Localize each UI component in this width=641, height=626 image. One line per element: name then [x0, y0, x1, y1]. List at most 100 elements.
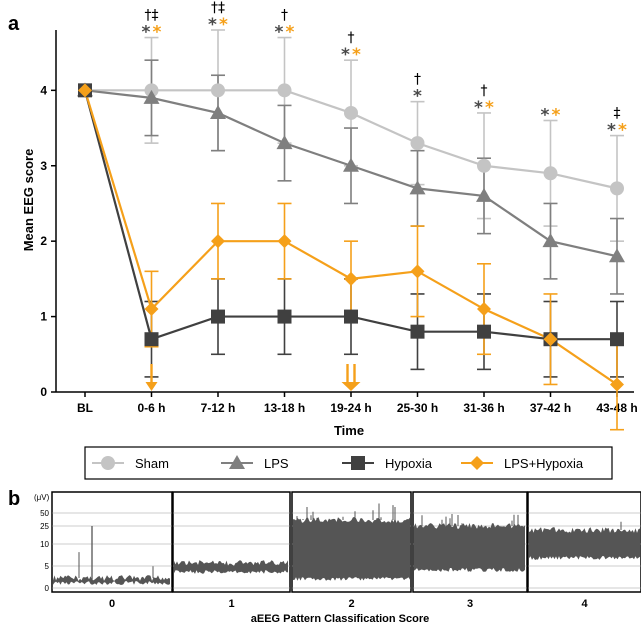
aeeg-strip-score-2: [291, 491, 412, 593]
chart-legend: Sham LPS Hypoxia LPS+Hypoxia: [84, 446, 613, 480]
aeeg-x-axis-title: aEEG Pattern Classification Score: [251, 613, 430, 625]
data-point-hypoxia: [610, 332, 624, 347]
data-point-sham: [344, 105, 358, 120]
x-tick-label: 0-6 h: [137, 401, 165, 415]
aeeg-unit-label: (μV): [34, 493, 50, 502]
panel-a-letter: a: [8, 13, 20, 35]
aeeg-strip-score-4: [527, 491, 641, 593]
data-point-lps-hypoxia: [610, 377, 624, 392]
aeeg-score-label: 4: [581, 598, 588, 610]
x-axis-title: Time: [334, 423, 364, 438]
legend-label: LPS: [264, 456, 289, 471]
x-tick-label: 31-36 h: [463, 401, 504, 415]
significance-star: *: [208, 15, 217, 35]
dagger-marker: †‡: [211, 0, 225, 16]
x-tick-label: 13-18 h: [264, 401, 305, 415]
significance-star: *: [607, 121, 616, 141]
data-point-lps-hypoxia: [477, 302, 491, 317]
aeeg-score-label: 0: [109, 598, 115, 610]
data-point-hypoxia: [410, 324, 425, 339]
aeeg-score-label: 3: [467, 598, 473, 610]
data-point-lps-hypoxia: [410, 264, 425, 279]
legend-marker-lps-hypoxia: [470, 456, 484, 470]
data-point-lps: [143, 89, 160, 104]
data-point-sham: [277, 83, 292, 98]
data-point-hypoxia: [344, 309, 358, 324]
y-axis-title: Mean EEG score: [21, 149, 36, 252]
data-point-hypoxia: [211, 309, 225, 324]
data-point-lps: [409, 180, 426, 195]
significance-star: *: [219, 15, 228, 35]
significance-star: *: [352, 45, 361, 65]
significance-star: *: [552, 106, 561, 126]
data-point-lps-hypoxia: [543, 332, 558, 347]
aeeg-y-tick-label: 0: [45, 584, 50, 593]
data-point-hypoxia: [277, 309, 292, 324]
x-tick-label: 19-24 h: [330, 401, 371, 415]
eeg-score-line-chart: 0 1 2 3 4 BL 0-6 h 7-12 h 13-18 h 19-24 h 25-30 h 3…: [21, 0, 638, 438]
aeeg-strip-frame: [172, 491, 291, 593]
significance-star: *: [618, 121, 627, 141]
dagger-marker: †‡: [145, 8, 159, 24]
dagger-marker: †: [414, 72, 421, 88]
dagger-marker: †: [481, 83, 488, 99]
y-tick-label: 4: [40, 83, 47, 97]
y-tick-label: 2: [40, 234, 47, 248]
significance-star: *: [413, 87, 422, 107]
significance-star: *: [153, 23, 162, 43]
aeeg-band: [414, 523, 525, 572]
aeeg-strip-score-1: [172, 491, 291, 593]
legend-label: Hypoxia: [385, 456, 433, 471]
aeeg-band: [293, 517, 410, 581]
dagger-marker: †: [348, 30, 355, 46]
aeeg-strip-score-3: [412, 491, 528, 593]
data-point-sham: [543, 166, 558, 181]
significance-star: *: [541, 106, 550, 126]
x-tick-label: 7-12 h: [201, 401, 236, 415]
aeeg-y-tick-label: 50: [40, 509, 49, 518]
data-point-sham: [211, 83, 225, 98]
series-markers: [77, 82, 625, 392]
data-point-lps: [276, 135, 293, 150]
aeeg-score-label: 2: [348, 598, 354, 610]
dagger-marker: ‡: [614, 106, 621, 122]
data-point-lps: [210, 104, 226, 119]
data-point-lps-hypoxia: [211, 234, 225, 249]
aeeg-band: [53, 575, 170, 585]
data-point-lps-hypoxia: [78, 83, 92, 98]
data-point-sham: [477, 158, 491, 173]
significance-star: *: [286, 23, 295, 43]
x-tick-label: BL: [77, 401, 93, 415]
data-point-lps: [476, 187, 492, 202]
aeeg-band: [529, 527, 640, 560]
significance-star: *: [142, 23, 151, 43]
treatment-arrow-head: [145, 382, 158, 391]
legend-marker-sham: [101, 456, 115, 470]
y-tick-label: 0: [40, 385, 47, 399]
treatment-arrows: [145, 364, 361, 391]
data-point-sham: [410, 136, 425, 151]
data-point-lps-hypoxia: [277, 234, 292, 249]
chart-axes: 0 1 2 3 4 BL 0-6 h 7-12 h 13-18 h 19-24 h 25-30 h 3…: [40, 30, 638, 415]
panel-b-letter: b: [8, 488, 20, 510]
legend-marker-hypoxia: [351, 456, 365, 470]
aeeg-y-tick-label: 25: [40, 522, 49, 531]
significance-star: *: [341, 45, 350, 65]
aeeg-band: [174, 560, 288, 574]
data-point-sham: [610, 181, 624, 196]
data-point-hypoxia: [144, 332, 159, 347]
y-tick-label: 3: [40, 159, 47, 173]
significance-star: *: [485, 98, 494, 118]
data-point-lps: [542, 233, 559, 248]
x-tick-label: 25-30 h: [397, 401, 438, 415]
dagger-marker: †: [281, 8, 288, 24]
data-point-lps-hypoxia: [144, 302, 159, 317]
legend-label: Sham: [135, 456, 169, 471]
data-point-lps: [609, 248, 625, 263]
data-point-lps: [343, 157, 359, 172]
aeeg-score-label: 1: [228, 598, 234, 610]
aeeg-y-tick-label: 5: [45, 562, 50, 571]
legend-label: LPS+Hypoxia: [504, 456, 584, 471]
